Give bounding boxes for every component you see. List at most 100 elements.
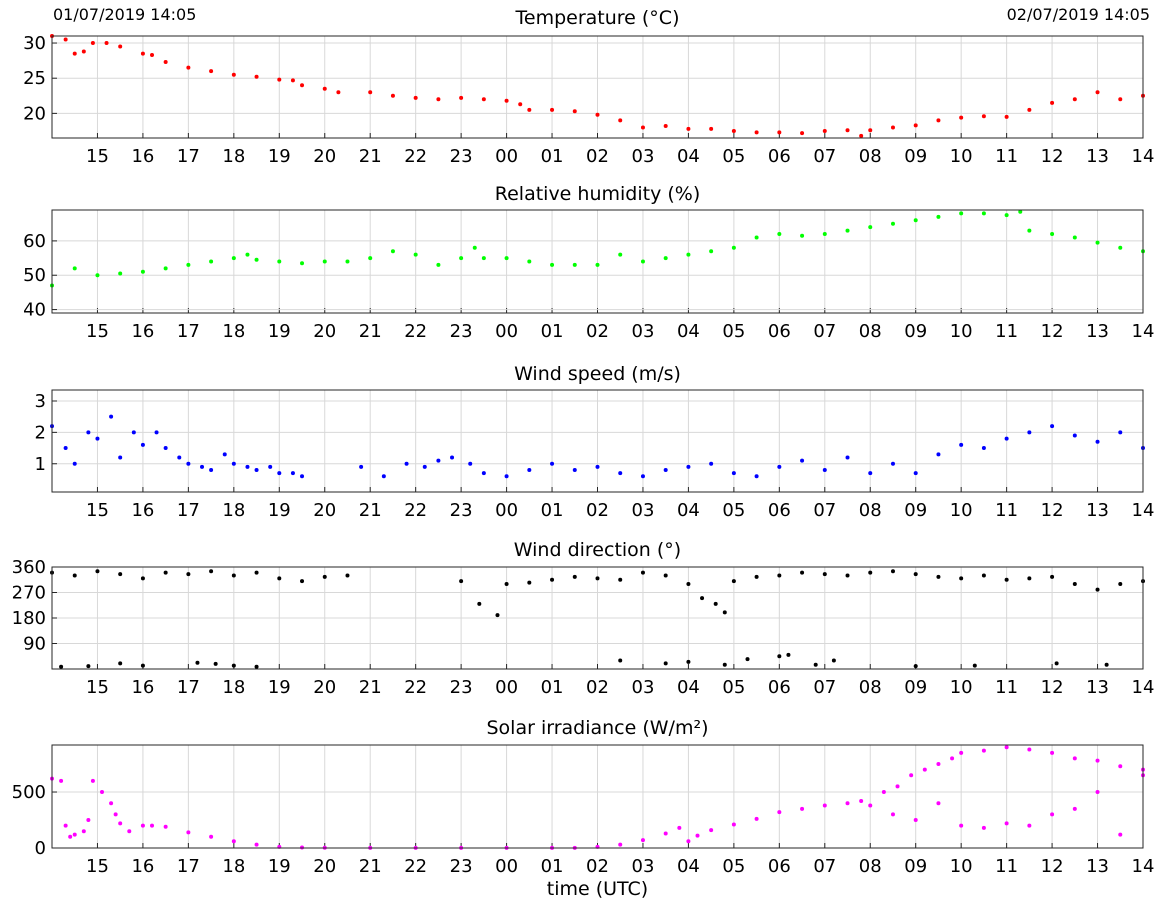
x-tick-label: 08 (859, 856, 882, 877)
wind-direction-data-point (813, 662, 818, 667)
x-tick-label: 05 (722, 146, 745, 167)
x-tick-label: 06 (768, 146, 791, 167)
temperature-data-point (1004, 114, 1009, 119)
wind-direction-data-point (213, 661, 218, 666)
x-tick-label: 22 (404, 677, 427, 698)
wind-direction-data-point (618, 577, 623, 582)
solar-irradiance-data-point (618, 842, 623, 847)
humidity-data-point (186, 262, 191, 267)
solar-irradiance-title: Solar irradiance (W/m²) (486, 717, 708, 739)
wind-direction-title: Wind direction (°) (514, 539, 681, 561)
y-tick-label: 20 (23, 103, 46, 124)
wind-speed-data-point (404, 461, 409, 466)
temperature-data-point (81, 49, 86, 54)
x-tick-label: 20 (313, 321, 336, 342)
wind-speed-title: Wind speed (m/s) (514, 363, 681, 385)
wind-direction-data-point (231, 573, 236, 578)
wind-direction-data-point (300, 579, 305, 584)
x-tick-label: 01 (541, 856, 564, 877)
humidity-data-point (800, 233, 805, 238)
x-tick-label: 06 (768, 856, 791, 877)
wind-speed-data-point (981, 446, 986, 451)
x-tick-label: 20 (313, 146, 336, 167)
wind-direction-data-point (140, 576, 145, 581)
wind-speed-data-point (618, 471, 623, 476)
wind-direction-data-point (845, 573, 850, 578)
humidity-data-point (436, 262, 441, 267)
wind-direction-data-point (777, 654, 782, 659)
wind-speed-data-point (186, 461, 191, 466)
x-tick-label: 18 (222, 677, 245, 698)
wind-direction-data-point (1054, 661, 1059, 666)
wind-speed-axes-frame (51, 389, 1144, 493)
wind-direction-data-point (972, 663, 977, 668)
wind-speed-panel: 15 16 17 18 19 20 21 22 23 00 01 02 03 04 05 06 07 08 09 10… (35, 363, 1155, 521)
humidity-data-point (504, 256, 509, 261)
x-tick-label: 16 (131, 677, 154, 698)
y-tick-label: 1 (35, 454, 46, 475)
x-tick-label: 18 (222, 146, 245, 167)
wind-direction-data-point (504, 582, 509, 586)
wind-direction-data-point (913, 664, 918, 669)
wind-speed-data-point (504, 474, 509, 479)
solar-irradiance-data-point (895, 784, 900, 789)
x-tick-label: 10 (950, 146, 973, 167)
wind-direction-data-point (1095, 587, 1100, 592)
solar-irradiance-data-point (1118, 764, 1123, 769)
x-tick-label: 09 (904, 677, 927, 698)
x-tick-label: 04 (677, 856, 700, 877)
x-tick-label: 01 (541, 500, 564, 521)
humidity-data-point (390, 249, 395, 254)
x-tick-label: 14 (1132, 856, 1155, 877)
wind-speed-data-point (1027, 430, 1032, 435)
x-tick-label: 20 (313, 856, 336, 877)
humidity-data-point (277, 259, 282, 264)
y-tick-label: 500 (12, 782, 46, 803)
wind-speed-data-point (95, 436, 100, 441)
x-tick-label: 20 (313, 677, 336, 698)
wind-speed-data-point (118, 455, 123, 460)
solar-irradiance-data-point (677, 825, 682, 830)
wind-speed-data-point (754, 474, 759, 479)
x-tick-label: 11 (995, 856, 1018, 877)
x-tick-label: 17 (177, 856, 200, 877)
wind-speed-data-point (200, 464, 205, 469)
x-tick-label: 12 (1041, 500, 1064, 521)
x-tick-label: 17 (177, 500, 200, 521)
x-tick-label: 00 (495, 146, 518, 167)
temperature-data-point (209, 69, 214, 74)
temperature-data-point (1095, 90, 1100, 95)
y-tick-label: 0 (35, 838, 46, 859)
humidity-data-point (1027, 228, 1032, 233)
temperature-data-point (436, 97, 441, 102)
wind-direction-data-point (209, 569, 214, 574)
x-tick-label: 12 (1041, 856, 1064, 877)
wind-speed-data-point (231, 461, 236, 466)
temperature-data-point (118, 44, 123, 49)
wind-speed-data-point (450, 455, 455, 460)
humidity-data-point (663, 256, 668, 261)
temperature-data-point (518, 102, 523, 107)
solar-irradiance-panel: 15 16 17 18 19 20 21 22 23 00 01 02 03 04 05 06 07 08 09 10… (12, 717, 1155, 900)
solar-irradiance-axes-frame (51, 744, 1144, 849)
solar-irradiance-data-point (822, 803, 827, 808)
solar-irradiance-data-point (127, 829, 132, 834)
solar-irradiance-data-point (936, 801, 941, 806)
temperature-data-point (63, 37, 68, 42)
solar-irradiance-data-point (950, 756, 955, 761)
wind-speed-data-point (209, 468, 214, 473)
wind-direction-data-point (981, 573, 986, 578)
wind-direction-data-point (195, 660, 200, 665)
solar-irradiance-data-point (981, 748, 986, 753)
wind-direction-data-point (868, 570, 873, 575)
temperature-data-point (777, 130, 782, 135)
wind-speed-data-point (63, 446, 68, 451)
wind-direction-data-point (86, 664, 91, 669)
x-tick-label: 07 (813, 146, 836, 167)
temperature-data-point (595, 112, 600, 117)
x-tick-label: 21 (359, 677, 382, 698)
solar-irradiance-data-point (209, 834, 214, 839)
x-tick-label: 10 (950, 500, 973, 521)
humidity-data-point (459, 256, 464, 261)
wind-direction-data-point (731, 579, 736, 584)
